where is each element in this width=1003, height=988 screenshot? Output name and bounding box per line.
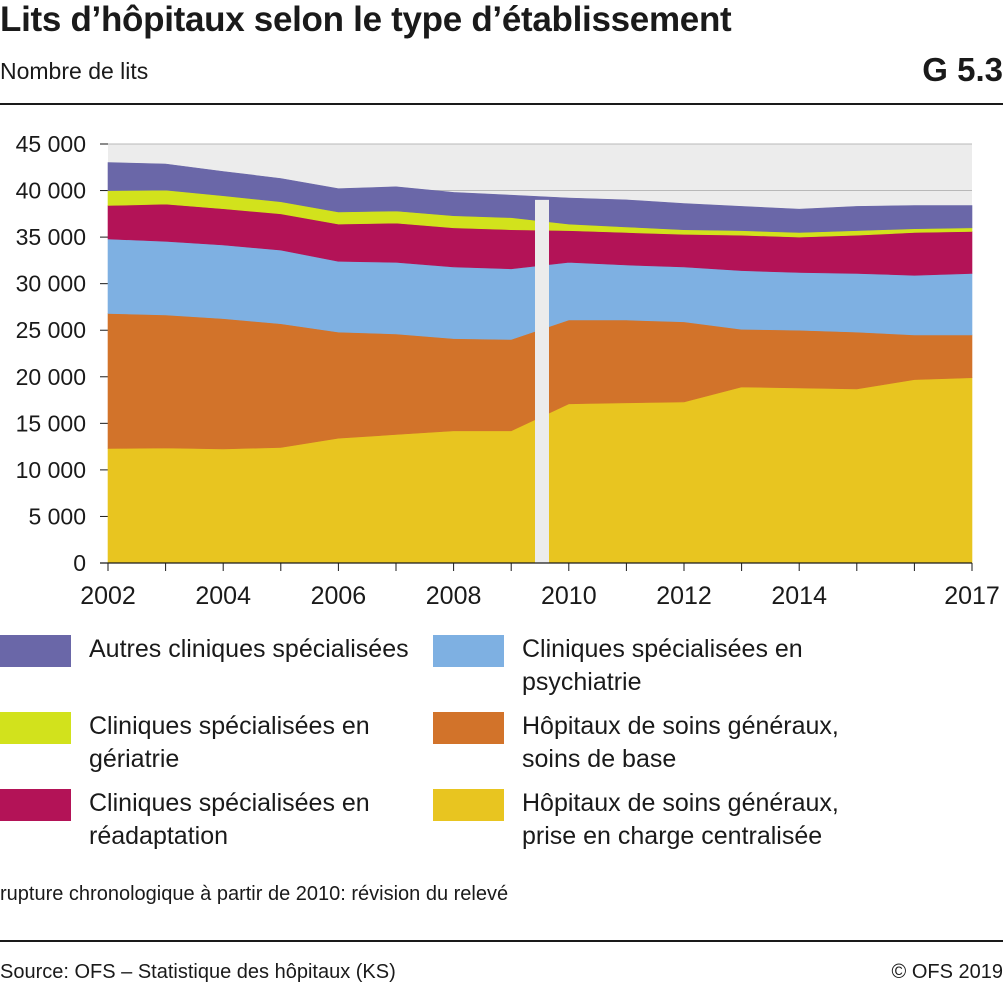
top-rule <box>0 103 1003 105</box>
legend-swatch <box>433 712 504 744</box>
copyright-text: © OFS 2019 <box>891 961 1003 983</box>
source-text: Source: OFS – Statistique des hôpitaux (… <box>0 961 396 983</box>
bottom-rule <box>0 940 1003 942</box>
x-tick-label: 2002 <box>80 582 136 610</box>
x-tick-label: 2014 <box>771 582 827 610</box>
y-tick-label: 25 000 <box>16 317 86 343</box>
legend-label: Cliniques spécialisées en psychiatrie <box>522 635 803 696</box>
chart-id: G 5.3 <box>922 51 1003 88</box>
y-tick-label: 40 000 <box>16 178 86 204</box>
y-tick-label: 15 000 <box>16 410 86 436</box>
legend-label: Hôpitaux de soins généraux, prise en cha… <box>522 789 839 850</box>
y-tick-label: 20 000 <box>16 364 86 390</box>
area-series-5 <box>107 162 973 233</box>
chart-title: Lits d’hôpitaux selon le type d’établiss… <box>0 0 732 39</box>
legend-item-prise-en-charge-centralisee: Hôpitaux de soins généraux, prise en cha… <box>433 787 852 853</box>
y-tick-label: 45 000 <box>16 131 86 157</box>
y-tick-label: 30 000 <box>16 271 86 297</box>
legend-label: Autres cliniques spécialisées <box>89 635 409 663</box>
legend-label: Hôpitaux de soins généraux, soins de bas… <box>522 712 839 773</box>
legend-label: Cliniques spécialisées en réadaptation <box>89 789 370 850</box>
y-tick-label: 0 <box>73 550 86 576</box>
y-tick-label: 10 000 <box>16 457 86 483</box>
y-tick-label: 35 000 <box>16 224 86 250</box>
chart-subtitle: Nombre de lits <box>0 58 149 84</box>
legend-item-autres: Autres cliniques spécialisées <box>0 633 419 667</box>
legend-swatch <box>0 635 71 667</box>
x-tick-label: 2017 <box>944 582 1000 610</box>
legend-swatch <box>0 789 71 821</box>
y-tick-label: 5 000 <box>28 503 86 529</box>
x-tick-label: 2008 <box>426 582 482 610</box>
legend-swatch <box>433 789 504 821</box>
legend-swatch <box>0 712 71 744</box>
legend-item-geriatrie: Cliniques spécialisées en gériatrie <box>0 710 419 776</box>
x-tick-label: 2010 <box>541 582 597 610</box>
x-tick-label: 2012 <box>656 582 712 610</box>
chart-note: rupture chronologique à partir de 2010: … <box>0 883 509 905</box>
legend-label: Cliniques spécialisées en gériatrie <box>89 712 370 773</box>
break-band <box>535 199 549 563</box>
legend-swatch <box>433 635 504 667</box>
area-chart: 0 5 000 10 000 15 000 20 000 25 000 30 000 35 0… <box>16 131 1000 610</box>
x-tick-label: 2004 <box>195 582 251 610</box>
legend-item-readaptation: Cliniques spécialisées en réadaptation <box>0 787 419 853</box>
x-tick-label: 2006 <box>311 582 367 610</box>
legend-item-soins-de-base: Hôpitaux de soins généraux, soins de bas… <box>433 710 852 776</box>
legend-item-psychiatrie: Cliniques spécialisées en psychiatrie <box>433 633 852 699</box>
